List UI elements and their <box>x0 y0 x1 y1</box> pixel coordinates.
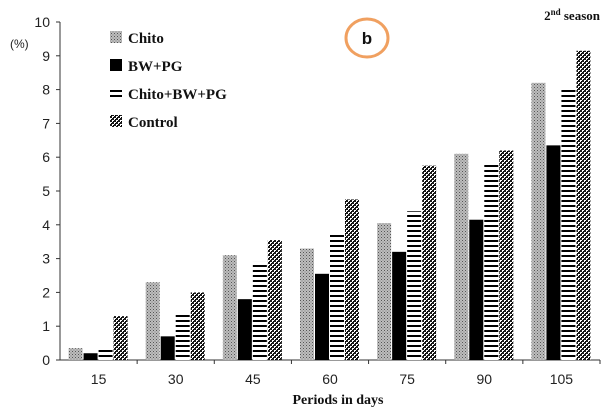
bar-chito-bw-pg-15 <box>98 349 113 360</box>
y-tick-label: 2 <box>42 284 50 300</box>
legend-label: Chito+BW+PG <box>128 87 227 103</box>
bar-chito-90 <box>454 153 469 360</box>
bar-chito-bw-pg-45 <box>252 261 267 360</box>
panel-badge-circle <box>344 17 390 59</box>
bar-chito-15 <box>68 348 83 360</box>
panel-badge-label: b <box>362 29 372 48</box>
x-tick-label: 75 <box>399 371 415 387</box>
legend-label: Chito <box>128 31 164 47</box>
bar-chito-45 <box>222 255 237 360</box>
x-tick-label: 15 <box>91 371 107 387</box>
y-tick-label: 1 <box>42 318 50 334</box>
legend: Chito BW+PG Chito+BW+PG Control <box>110 31 227 131</box>
bar-control-75 <box>422 165 437 360</box>
bar-chito-bw-pg-30 <box>175 312 190 360</box>
panel-badge: b <box>344 17 390 59</box>
bar-chito-60 <box>300 248 314 360</box>
bar-chito-bw-pg-60 <box>330 234 344 360</box>
y-axis-label: (%) <box>10 37 29 51</box>
legend-swatch <box>110 115 122 127</box>
legend-swatch <box>110 31 122 43</box>
legend-swatch <box>110 87 122 99</box>
bar-bw-pg-105 <box>546 145 561 360</box>
bar-control-30 <box>190 292 205 360</box>
bar-chito-30 <box>145 282 160 360</box>
x-axis-title: Periods in days <box>292 393 384 408</box>
bar-control-15 <box>113 316 128 360</box>
legend-swatch <box>110 59 122 71</box>
y-tick-label: 6 <box>42 149 50 165</box>
legend-label: BW+PG <box>128 59 183 75</box>
y-tick-label: 5 <box>42 183 50 199</box>
x-tick-label: 60 <box>322 371 338 387</box>
legend-label: Control <box>128 115 178 131</box>
bar-bw-pg-90 <box>469 219 484 360</box>
y-tick-label: 3 <box>42 251 50 267</box>
bar-control-45 <box>267 240 282 360</box>
bar-bw-pg-30 <box>160 336 175 360</box>
bar-bw-pg-45 <box>237 299 252 360</box>
x-tick-label: 105 <box>550 371 574 387</box>
bar-chito-75 <box>377 223 392 360</box>
bar-control-60 <box>345 199 359 360</box>
y-tick-label: 8 <box>42 82 50 98</box>
y-tick-label: 0 <box>42 352 50 368</box>
bar-bw-pg-75 <box>392 251 407 360</box>
y-tick-label: 4 <box>42 217 50 233</box>
bar-bw-pg-15 <box>83 353 98 360</box>
bar-chito-bw-pg-75 <box>407 211 422 360</box>
x-tick-label: 45 <box>245 371 261 387</box>
x-tick-label: 90 <box>476 371 492 387</box>
season-label-suffix: season <box>561 8 601 23</box>
bar-chito-bw-pg-105 <box>561 87 576 360</box>
y-tick-label: 7 <box>42 115 50 131</box>
bar-chito-bw-pg-90 <box>484 162 499 360</box>
x-tick-label: 30 <box>168 371 184 387</box>
y-tick-label: 9 <box>42 48 50 64</box>
bar-chito-105 <box>531 82 546 360</box>
season-label-prefix: 2 <box>544 8 551 23</box>
y-tick-label: 10 <box>34 14 50 30</box>
bar-control-105 <box>576 50 591 360</box>
bar-bw-pg-60 <box>315 273 329 360</box>
season-label-sup: nd <box>551 7 561 17</box>
season-label: 2nd season <box>544 7 601 23</box>
bar-control-90 <box>499 150 514 360</box>
bars <box>68 50 591 360</box>
